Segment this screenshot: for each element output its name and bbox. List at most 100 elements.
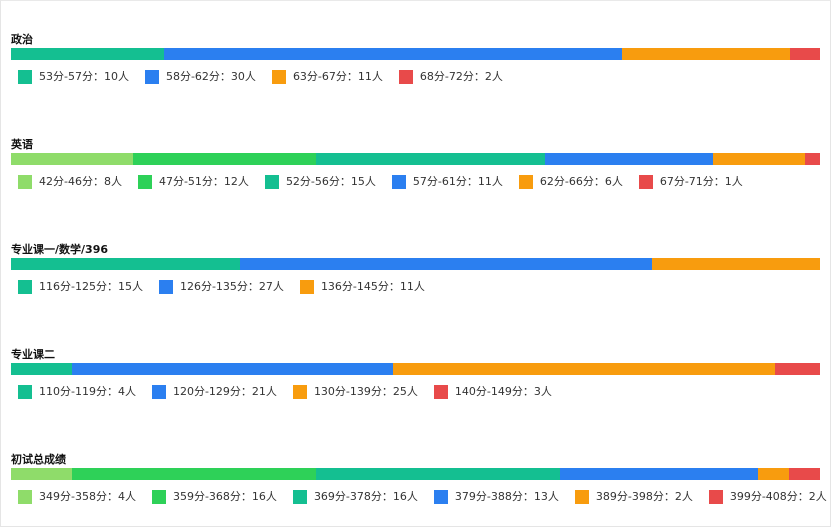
- legend-label: 53分-57分：10人: [39, 70, 129, 83]
- legend-swatch: [151, 490, 166, 504]
- legend-label: 63分-67分：11人: [292, 70, 383, 83]
- bar-segment[interactable]: [622, 48, 790, 60]
- bar-segment[interactable]: [393, 363, 775, 375]
- legend-label: 369分-378分：16人: [313, 490, 418, 503]
- legend-label: 126分-135分：27人: [179, 280, 284, 293]
- legend-swatch: [18, 280, 32, 294]
- legend-label: 42分-46分：8人: [39, 175, 122, 188]
- legend-item[interactable]: 116分-125分：15人: [18, 280, 143, 294]
- legend-label: 140分-149分：3人: [454, 385, 552, 398]
- legend-label: 62分-66分：6人: [539, 175, 623, 188]
- bar-segment[interactable]: [11, 468, 72, 480]
- legend-item[interactable]: 52分-56分：15人: [264, 175, 376, 189]
- legend-label: 399分-408分：2人: [729, 490, 827, 503]
- bar-segment[interactable]: [713, 153, 805, 165]
- legend-swatch: [137, 175, 152, 189]
- legend-swatch: [144, 70, 159, 84]
- bar-segment[interactable]: [11, 48, 164, 60]
- bar-segment[interactable]: [652, 258, 820, 270]
- legend-label: 67分-71分：1人: [659, 175, 743, 188]
- bar-segment[interactable]: [316, 468, 560, 480]
- legend: 349分-358分：4人 359分-368分：16人 369分-378分：16人 37…: [18, 490, 831, 504]
- legend-swatch: [292, 490, 307, 504]
- legend-item[interactable]: 120分-129分：21人: [151, 385, 277, 399]
- stacked-bar: [11, 468, 820, 480]
- legend-item[interactable]: 53分-57分：10人: [18, 70, 129, 84]
- bar-segment[interactable]: [133, 153, 316, 165]
- legend-swatch: [574, 490, 589, 504]
- legend-item[interactable]: 67分-71分：1人: [638, 175, 743, 189]
- stacked-bar: [11, 153, 820, 165]
- legend: 110分-119分：4人 120分-129分：21人 130分-139分：25人 14…: [18, 385, 568, 399]
- subject-title: 英语: [11, 138, 33, 151]
- legend-item[interactable]: 47分-51分：12人: [137, 175, 249, 189]
- legend-swatch: [398, 70, 413, 84]
- legend-item[interactable]: 42分-46分：8人: [18, 175, 122, 189]
- legend-item[interactable]: 126分-135分：27人: [158, 280, 284, 294]
- legend-swatch: [18, 385, 32, 399]
- legend-item[interactable]: 63分-67分：11人: [271, 70, 383, 84]
- bar-segment[interactable]: [316, 153, 545, 165]
- legend-swatch: [158, 280, 173, 294]
- subject-title: 专业课一/数学/396: [11, 243, 108, 256]
- legend-item[interactable]: 399分-408分：2人: [708, 490, 827, 504]
- legend-label: 58分-62分：30人: [165, 70, 256, 83]
- bar-segment[interactable]: [11, 258, 240, 270]
- legend-label: 359分-368分：16人: [172, 490, 277, 503]
- legend-item[interactable]: 110分-119分：4人: [18, 385, 136, 399]
- legend-item[interactable]: 140分-149分：3人: [433, 385, 552, 399]
- legend-item[interactable]: 369分-378分：16人: [292, 490, 418, 504]
- bar-segment[interactable]: [560, 468, 758, 480]
- legend-item[interactable]: 58分-62分：30人: [144, 70, 256, 84]
- legend-label: 136分-145分：11人: [320, 280, 425, 293]
- bar-segment[interactable]: [11, 363, 72, 375]
- legend-swatch: [18, 70, 32, 84]
- bar-segment[interactable]: [790, 48, 820, 60]
- legend-swatch: [433, 490, 448, 504]
- bar-segment[interactable]: [789, 468, 820, 480]
- legend: 116分-125分：15人 126分-135分：27人 136分-145分：11人: [18, 280, 441, 294]
- legend-swatch: [271, 70, 286, 84]
- subject-chart: 政治 53分-57分：10人 58分-62分：30人 63分-67分：11人 68分-7…: [11, 33, 821, 107]
- bar-segment[interactable]: [758, 468, 789, 480]
- legend-label: 120分-129分：21人: [172, 385, 277, 398]
- bar-segment[interactable]: [11, 153, 133, 165]
- subject-chart: 专业课二 110分-119分：4人 120分-129分：21人 130分-139分：2…: [11, 348, 821, 422]
- legend-swatch: [391, 175, 406, 189]
- bar-segment[interactable]: [72, 363, 393, 375]
- legend-label: 116分-125分：15人: [39, 280, 143, 293]
- bar-segment[interactable]: [72, 468, 316, 480]
- legend-label: 349分-358分：4人: [39, 490, 136, 503]
- subject-title: 初试总成绩: [11, 453, 66, 466]
- legend-item[interactable]: 136分-145分：11人: [299, 280, 425, 294]
- legend: 42分-46分：8人 47分-51分：12人 52分-56分：15人 57分-61分：…: [18, 175, 759, 189]
- legend-swatch: [18, 175, 32, 189]
- subject-chart: 专业课一/数学/396 116分-125分：15人 126分-135分：27人 136…: [11, 243, 821, 317]
- bar-segment[interactable]: [805, 153, 820, 165]
- legend-label: 47分-51分：12人: [158, 175, 249, 188]
- legend-label: 379分-388分：13人: [454, 490, 559, 503]
- legend-swatch: [18, 490, 32, 504]
- legend-item[interactable]: 359分-368分：16人: [151, 490, 277, 504]
- legend-label: 68分-72分：2人: [419, 70, 503, 83]
- legend: 53分-57分：10人 58分-62分：30人 63分-67分：11人 68分-72分…: [18, 70, 519, 84]
- legend-item[interactable]: 130分-139分：25人: [292, 385, 418, 399]
- bar-segment[interactable]: [240, 258, 652, 270]
- stacked-bar: [11, 48, 820, 60]
- legend-item[interactable]: 379分-388分：13人: [433, 490, 559, 504]
- subject-chart: 初试总成绩 349分-358分：4人 359分-368分：16人 369分-378分：…: [11, 453, 827, 527]
- legend-swatch: [264, 175, 279, 189]
- legend-label: 57分-61分：11人: [412, 175, 503, 188]
- legend-item[interactable]: 68分-72分：2人: [398, 70, 503, 84]
- legend-swatch: [708, 490, 723, 504]
- bar-segment[interactable]: [545, 153, 713, 165]
- bar-segment[interactable]: [164, 48, 622, 60]
- legend-item[interactable]: 62分-66分：6人: [518, 175, 623, 189]
- subject-title: 政治: [11, 33, 33, 46]
- bar-segment[interactable]: [775, 363, 820, 375]
- legend-item[interactable]: 349分-358分：4人: [18, 490, 136, 504]
- legend-item[interactable]: 389分-398分：2人: [574, 490, 693, 504]
- legend-swatch: [299, 280, 314, 294]
- legend-label: 389分-398分：2人: [595, 490, 693, 503]
- legend-item[interactable]: 57分-61分：11人: [391, 175, 503, 189]
